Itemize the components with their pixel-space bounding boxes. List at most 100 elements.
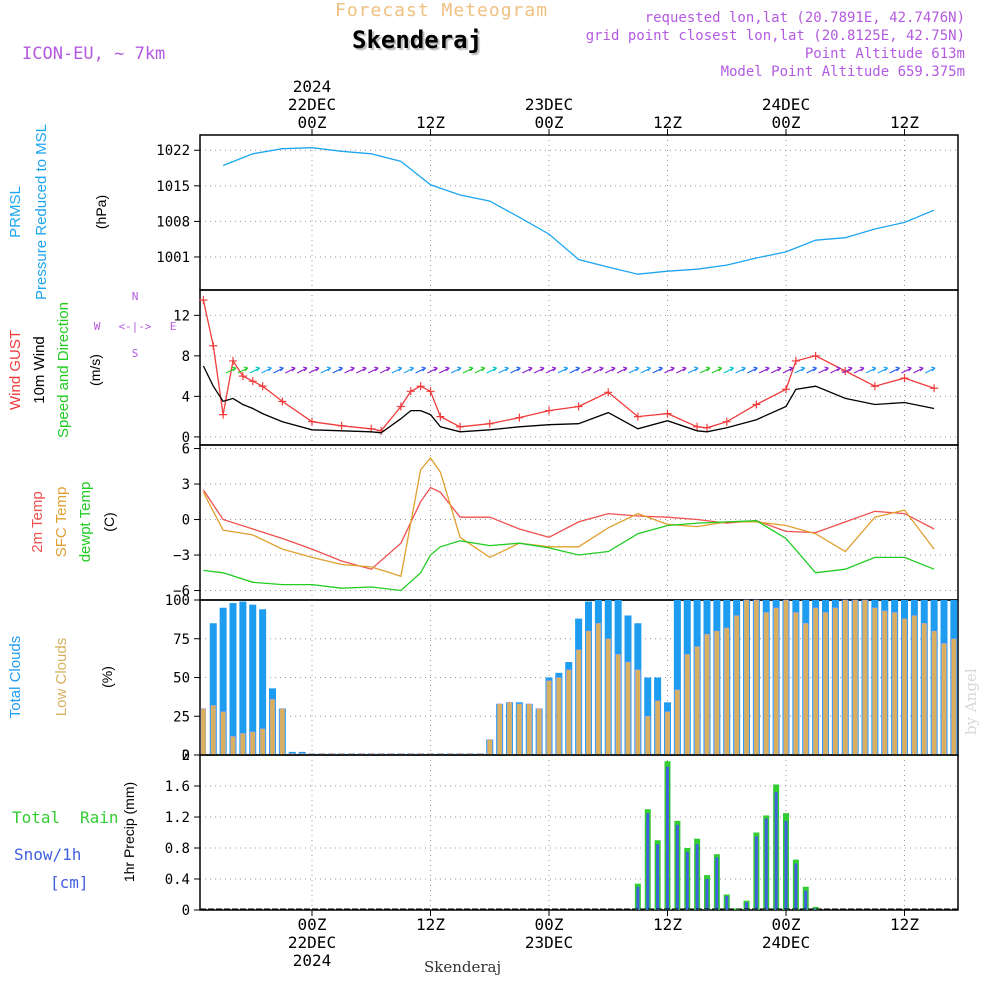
gust-marker	[456, 422, 465, 431]
cloud-bar-total-clouds	[259, 609, 267, 755]
wind-direction-arrow	[557, 366, 569, 374]
y-tick-label: 0	[182, 430, 190, 446]
x-tick-label-bottom: 12Z	[890, 915, 919, 934]
wind-direction-arrow	[344, 366, 355, 374]
gust-marker	[703, 423, 711, 432]
precip-bar-snow-h	[764, 818, 768, 910]
day-label-top: 22DEC	[288, 95, 336, 114]
cloud-bar-low-clouds	[684, 654, 690, 756]
wind-direction-arrow	[308, 366, 320, 374]
wind-direction-arrow	[356, 366, 367, 374]
gust-marker	[870, 382, 879, 391]
cloud-bar-low-clouds	[635, 669, 641, 756]
cloud-bar-low-clouds	[832, 607, 839, 756]
precip-label-rain: Rain	[80, 808, 119, 827]
gust-marker	[663, 409, 672, 418]
temp-unit: (C)	[101, 512, 117, 531]
gust-marker	[604, 388, 613, 397]
gust-marker	[485, 419, 494, 428]
wind-direction-arrow	[320, 366, 332, 374]
wind-direction-arrow	[676, 366, 687, 374]
wind-direction-arrow	[415, 366, 426, 374]
cloud-bar-total-clouds	[249, 604, 257, 755]
cloud-bar-low-clouds	[694, 646, 700, 756]
cloud-bar-low-clouds	[664, 711, 671, 756]
wind-direction-arrow	[474, 366, 486, 374]
cloud-bar-low-clouds	[645, 716, 651, 756]
wind-direction-arrow	[628, 366, 640, 374]
cloud-bar-low-clouds	[200, 708, 207, 756]
wind-direction-arrow	[770, 366, 782, 374]
cloud-bar-low-clouds	[704, 633, 710, 756]
y-tick-label: 0	[182, 903, 190, 919]
compass-s: S	[132, 347, 139, 360]
temp-label-2m: 2m Temp	[29, 491, 46, 552]
gust-marker	[238, 372, 247, 381]
wind-direction-arrow	[367, 366, 379, 374]
precip-bar-snow-h	[705, 879, 709, 910]
x-tick-label-top: 00Z	[535, 113, 564, 132]
cloud-bar-low-clouds	[506, 702, 513, 756]
cloud-bar-low-clouds	[911, 615, 918, 756]
gust-marker	[811, 351, 820, 360]
cloud-bar-low-clouds	[921, 623, 927, 756]
precip-label-cm: [cm]	[50, 873, 89, 892]
gust-marker	[900, 374, 909, 383]
y-tick-label: 1022	[156, 143, 190, 159]
cloud-bar-low-clouds	[516, 703, 523, 756]
cloud-bar-low-clouds	[901, 618, 908, 756]
wind-direction-arrow	[782, 366, 794, 374]
wind-direction-arrow	[379, 366, 391, 374]
cloud-bar-low-clouds	[230, 736, 236, 756]
series-line-dewpt-temp	[203, 520, 935, 592]
cloud-bar-low-clouds	[931, 630, 937, 756]
wind-direction-arrow	[332, 366, 344, 374]
cloud-bar-low-clouds	[210, 705, 216, 756]
series-line-prmsl	[222, 147, 935, 275]
y-tick-label: −6	[173, 584, 190, 600]
series-line-2m-temp	[202, 486, 935, 570]
x-tick-label-top: 12Z	[653, 113, 682, 132]
cloud-bar-low-clouds	[872, 607, 878, 756]
cloud-bar-low-clouds	[674, 689, 681, 756]
cloud-bar-low-clouds	[585, 630, 592, 756]
gust-marker	[722, 417, 731, 426]
precip-label-total: Total	[12, 808, 60, 827]
precip-unit: 1hr Precip (mm)	[121, 782, 137, 882]
precip-bar-snow-h	[715, 857, 719, 910]
wind-direction-arrow	[818, 366, 829, 374]
wind-direction-arrow	[877, 366, 889, 374]
x-tick-label-bottom: 00Z	[298, 915, 327, 934]
pressure-unit: (hPa)	[93, 195, 109, 229]
cloud-bar-low-clouds	[487, 739, 493, 756]
cloud-bar-low-clouds	[615, 654, 621, 756]
wind-direction-arrow	[462, 366, 474, 374]
gust-marker	[337, 421, 346, 430]
cloud-bar-total-clouds	[209, 623, 217, 755]
wind-direction-arrow	[439, 366, 450, 374]
day-label-bottom: 23DEC	[525, 933, 573, 952]
wind-direction-arrow	[581, 366, 592, 374]
cloud-bar-low-clouds	[269, 699, 276, 756]
wind-direction-arrow	[901, 366, 912, 374]
gust-marker	[574, 402, 583, 411]
y-tick-label: 6	[182, 442, 190, 458]
y-tick-label: 1015	[156, 179, 190, 195]
y-tick-label: 50	[173, 671, 190, 687]
day-label-top: 23DEC	[525, 95, 573, 114]
cloud-bar-low-clouds	[733, 615, 740, 756]
wind-direction-arrow	[237, 366, 249, 374]
wind-direction-arrow	[533, 366, 545, 374]
precip-bar-snow-h	[745, 902, 748, 910]
wind-direction-arrow	[296, 366, 308, 374]
gust-marker	[416, 382, 425, 391]
wind-direction-arrow	[604, 366, 616, 374]
wind-direction-arrow	[841, 366, 853, 374]
cloud-bar-low-clouds	[220, 711, 226, 756]
gust-marker	[930, 384, 939, 393]
x-tick-label-bottom: 00Z	[772, 915, 801, 934]
x-tick-label-bottom: 12Z	[416, 915, 445, 934]
y-tick-label: 100	[165, 593, 190, 609]
cloud-bar-low-clouds	[496, 703, 503, 756]
cloud-bar-low-clouds	[743, 599, 750, 756]
